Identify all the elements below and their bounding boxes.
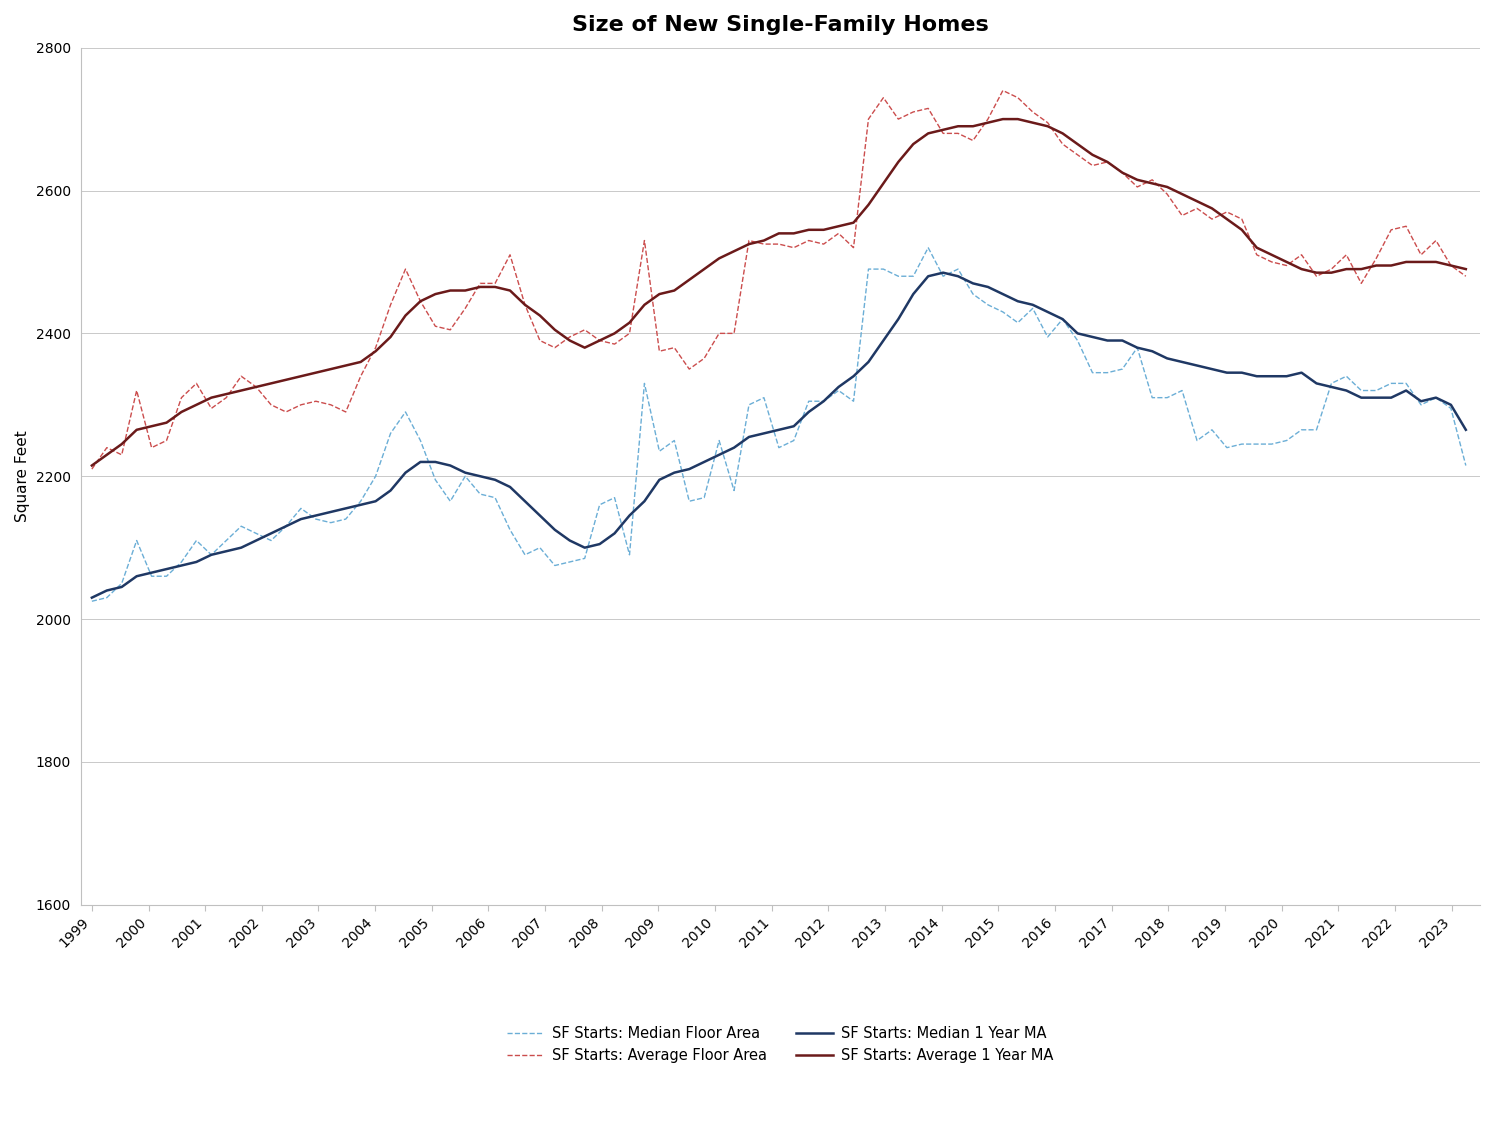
SF Starts: Average Floor Area: (2.02e+03, 2.74e+03): Average Floor Area: (2.02e+03, 2.74e+03) — [994, 84, 1012, 97]
SF Starts: Average Floor Area: (2e+03, 2.3e+03): Average Floor Area: (2e+03, 2.3e+03) — [262, 398, 280, 412]
Line: SF Starts: Median 1 Year MA: SF Starts: Median 1 Year MA — [91, 273, 1465, 597]
SF Starts: Median 1 Year MA: (2.02e+03, 2.26e+03): Median 1 Year MA: (2.02e+03, 2.26e+03) — [1456, 423, 1474, 437]
SF Starts: Average Floor Area: (2.01e+03, 2.52e+03): Average Floor Area: (2.01e+03, 2.52e+03) — [770, 238, 788, 251]
SF Starts: Median 1 Year MA: (2.02e+03, 2.42e+03): Median 1 Year MA: (2.02e+03, 2.42e+03) — [1054, 312, 1072, 326]
SF Starts: Median Floor Area: (2e+03, 2.14e+03): Median Floor Area: (2e+03, 2.14e+03) — [306, 512, 324, 526]
SF Starts: Median Floor Area: (2.01e+03, 2.52e+03): Median Floor Area: (2.01e+03, 2.52e+03) — [919, 241, 937, 254]
Line: SF Starts: Median Floor Area: SF Starts: Median Floor Area — [91, 248, 1465, 602]
Legend: SF Starts: Median Floor Area, SF Starts: Average Floor Area, SF Starts: Median 1: SF Starts: Median Floor Area, SF Starts:… — [501, 1020, 1060, 1069]
SF Starts: Median Floor Area: (2.02e+03, 2.42e+03): Median Floor Area: (2.02e+03, 2.42e+03) — [1054, 312, 1072, 326]
SF Starts: Average 1 Year MA: (2.02e+03, 2.49e+03): Average 1 Year MA: (2.02e+03, 2.49e+03) — [1456, 262, 1474, 276]
Line: SF Starts: Average Floor Area: SF Starts: Average Floor Area — [91, 90, 1465, 469]
SF Starts: Average Floor Area: (2.02e+03, 2.58e+03): Average Floor Area: (2.02e+03, 2.58e+03) — [1189, 201, 1206, 215]
SF Starts: Median 1 Year MA: (2e+03, 2.12e+03): Median 1 Year MA: (2e+03, 2.12e+03) — [262, 527, 280, 541]
SF Starts: Average 1 Year MA: (2.02e+03, 2.58e+03): Average 1 Year MA: (2.02e+03, 2.58e+03) — [1189, 195, 1206, 208]
SF Starts: Average 1 Year MA: (2e+03, 2.34e+03): Average 1 Year MA: (2e+03, 2.34e+03) — [306, 365, 324, 379]
SF Starts: Average Floor Area: (2e+03, 2.38e+03): Average Floor Area: (2e+03, 2.38e+03) — [366, 340, 384, 354]
SF Starts: Average Floor Area: (2e+03, 2.3e+03): Average Floor Area: (2e+03, 2.3e+03) — [306, 395, 324, 408]
SF Starts: Average 1 Year MA: (2.02e+03, 2.68e+03): Average 1 Year MA: (2.02e+03, 2.68e+03) — [1054, 127, 1072, 140]
SF Starts: Average Floor Area: (2.02e+03, 2.66e+03): Average Floor Area: (2.02e+03, 2.66e+03) — [1054, 137, 1072, 150]
SF Starts: Median Floor Area: (2.02e+03, 2.25e+03): Median Floor Area: (2.02e+03, 2.25e+03) — [1189, 433, 1206, 447]
Y-axis label: Square Feet: Square Feet — [15, 431, 30, 523]
Title: Size of New Single-Family Homes: Size of New Single-Family Homes — [573, 15, 988, 35]
SF Starts: Median Floor Area: (2e+03, 2.02e+03): Median Floor Area: (2e+03, 2.02e+03) — [82, 595, 100, 608]
SF Starts: Median Floor Area: (2.02e+03, 2.22e+03): Median Floor Area: (2.02e+03, 2.22e+03) — [1456, 459, 1474, 473]
SF Starts: Median 1 Year MA: (2.02e+03, 2.36e+03): Median 1 Year MA: (2.02e+03, 2.36e+03) — [1189, 359, 1206, 372]
SF Starts: Average 1 Year MA: (2e+03, 2.38e+03): Average 1 Year MA: (2e+03, 2.38e+03) — [366, 345, 384, 359]
SF Starts: Median 1 Year MA: (2e+03, 2.16e+03): Median 1 Year MA: (2e+03, 2.16e+03) — [366, 494, 384, 508]
Line: SF Starts: Average 1 Year MA: SF Starts: Average 1 Year MA — [91, 119, 1465, 466]
SF Starts: Median 1 Year MA: (2.01e+03, 2.26e+03): Median 1 Year MA: (2.01e+03, 2.26e+03) — [770, 423, 788, 437]
SF Starts: Median Floor Area: (2.01e+03, 2.24e+03): Median Floor Area: (2.01e+03, 2.24e+03) — [770, 441, 788, 455]
SF Starts: Average 1 Year MA: (2e+03, 2.22e+03): Average 1 Year MA: (2e+03, 2.22e+03) — [82, 459, 100, 473]
SF Starts: Median Floor Area: (2e+03, 2.2e+03): Median Floor Area: (2e+03, 2.2e+03) — [366, 469, 384, 483]
SF Starts: Average Floor Area: (2e+03, 2.21e+03): Average Floor Area: (2e+03, 2.21e+03) — [82, 463, 100, 476]
SF Starts: Median Floor Area: (2e+03, 2.11e+03): Median Floor Area: (2e+03, 2.11e+03) — [262, 534, 280, 547]
SF Starts: Median 1 Year MA: (2.01e+03, 2.48e+03): Median 1 Year MA: (2.01e+03, 2.48e+03) — [934, 266, 952, 279]
SF Starts: Average 1 Year MA: (2.01e+03, 2.54e+03): Average 1 Year MA: (2.01e+03, 2.54e+03) — [770, 226, 788, 240]
SF Starts: Median 1 Year MA: (2e+03, 2.14e+03): Median 1 Year MA: (2e+03, 2.14e+03) — [306, 509, 324, 523]
SF Starts: Average 1 Year MA: (2.02e+03, 2.7e+03): Average 1 Year MA: (2.02e+03, 2.7e+03) — [994, 112, 1012, 126]
SF Starts: Average 1 Year MA: (2e+03, 2.33e+03): Average 1 Year MA: (2e+03, 2.33e+03) — [262, 377, 280, 390]
SF Starts: Average Floor Area: (2.02e+03, 2.48e+03): Average Floor Area: (2.02e+03, 2.48e+03) — [1456, 269, 1474, 283]
SF Starts: Median 1 Year MA: (2e+03, 2.03e+03): Median 1 Year MA: (2e+03, 2.03e+03) — [82, 590, 100, 604]
